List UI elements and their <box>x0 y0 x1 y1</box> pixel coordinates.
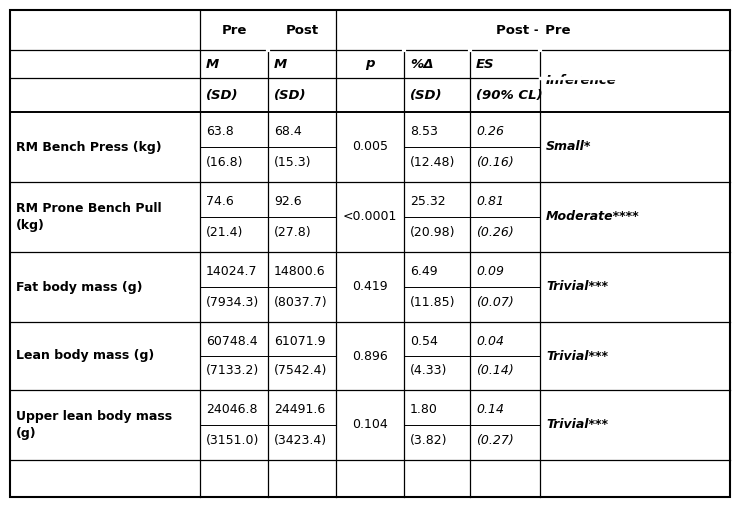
Text: %Δ: %Δ <box>410 57 434 70</box>
Text: M: M <box>206 57 219 70</box>
Text: 0.419: 0.419 <box>352 280 388 294</box>
Text: 0.896: 0.896 <box>352 349 388 363</box>
Text: (4.33): (4.33) <box>410 365 448 377</box>
Text: (11.85): (11.85) <box>410 296 456 309</box>
Text: (15.3): (15.3) <box>274 156 312 169</box>
Text: 24046.8: 24046.8 <box>206 403 258 416</box>
Text: ES: ES <box>476 57 494 70</box>
Text: (90% CL): (90% CL) <box>476 89 542 101</box>
Text: (3.82): (3.82) <box>410 434 448 447</box>
Text: Small*: Small* <box>546 140 591 154</box>
Text: Trivial***: Trivial*** <box>546 349 608 363</box>
Text: 0.09: 0.09 <box>476 265 504 278</box>
Text: Lean body mass (g): Lean body mass (g) <box>16 349 154 363</box>
Text: 0.26: 0.26 <box>476 125 504 138</box>
Text: Post: Post <box>286 23 318 37</box>
Text: (SD): (SD) <box>410 89 443 101</box>
Text: (7133.2): (7133.2) <box>206 365 259 377</box>
Text: 0.54: 0.54 <box>410 335 438 347</box>
Text: Post – Pre: Post – Pre <box>496 23 571 37</box>
Text: 63.8: 63.8 <box>206 125 234 138</box>
Text: (0.14): (0.14) <box>476 365 514 377</box>
Text: (7934.3): (7934.3) <box>206 296 259 309</box>
Text: 61071.9: 61071.9 <box>274 335 326 347</box>
Text: (3151.0): (3151.0) <box>206 434 260 447</box>
Text: 92.6: 92.6 <box>274 195 302 208</box>
Text: 8.53: 8.53 <box>410 125 438 138</box>
Text: (SD): (SD) <box>274 89 306 101</box>
Text: (0.16): (0.16) <box>476 156 514 169</box>
Text: 0.005: 0.005 <box>352 140 388 154</box>
Text: (8037.7): (8037.7) <box>274 296 328 309</box>
Text: 74.6: 74.6 <box>206 195 234 208</box>
Text: (3423.4): (3423.4) <box>274 434 327 447</box>
Text: RM Prone Bench Pull
(kg): RM Prone Bench Pull (kg) <box>16 202 161 232</box>
Text: (21.4): (21.4) <box>206 226 243 239</box>
Text: (27.8): (27.8) <box>274 226 312 239</box>
Text: (0.27): (0.27) <box>476 434 514 447</box>
Text: 0.04: 0.04 <box>476 335 504 347</box>
Text: <0.0001: <0.0001 <box>343 210 397 224</box>
Text: M: M <box>274 57 287 70</box>
Text: 0.81: 0.81 <box>476 195 504 208</box>
Text: (20.98): (20.98) <box>410 226 456 239</box>
Text: (0.26): (0.26) <box>476 226 514 239</box>
Text: p: p <box>366 57 374 70</box>
Text: 14024.7: 14024.7 <box>206 265 258 278</box>
Text: Trivial***: Trivial*** <box>546 280 608 294</box>
Text: RM Bench Press (kg): RM Bench Press (kg) <box>16 140 161 154</box>
Text: Moderate****: Moderate**** <box>546 210 639 224</box>
Text: (12.48): (12.48) <box>410 156 455 169</box>
Text: 0.14: 0.14 <box>476 403 504 416</box>
Text: 24491.6: 24491.6 <box>274 403 326 416</box>
Text: 14800.6: 14800.6 <box>274 265 326 278</box>
Text: 6.49: 6.49 <box>410 265 437 278</box>
Text: Pre: Pre <box>221 23 246 37</box>
Text: 1.80: 1.80 <box>410 403 438 416</box>
Text: (SD): (SD) <box>206 89 238 101</box>
Text: 25.32: 25.32 <box>410 195 445 208</box>
Text: (7542.4): (7542.4) <box>274 365 327 377</box>
Text: Upper lean body mass
(g): Upper lean body mass (g) <box>16 410 172 440</box>
Text: (0.07): (0.07) <box>476 296 514 309</box>
Text: 60748.4: 60748.4 <box>206 335 258 347</box>
Text: 0.104: 0.104 <box>352 418 388 431</box>
Text: (16.8): (16.8) <box>206 156 243 169</box>
Text: Inference: Inference <box>546 75 616 88</box>
Text: Fat body mass (g): Fat body mass (g) <box>16 280 143 294</box>
Text: 68.4: 68.4 <box>274 125 302 138</box>
Text: Trivial***: Trivial*** <box>546 418 608 431</box>
